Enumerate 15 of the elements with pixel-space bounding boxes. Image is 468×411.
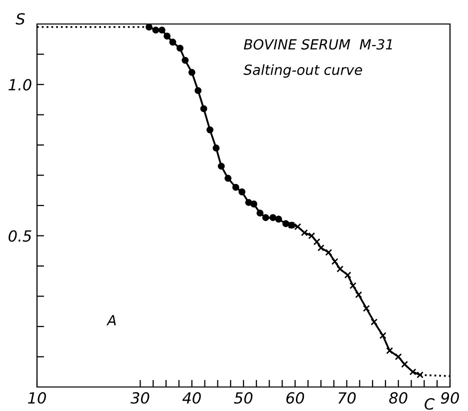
x-tick-label: 50 <box>234 392 252 404</box>
x-tick-label: 40 <box>182 392 201 404</box>
y-tick-label: 0.5 <box>8 230 32 242</box>
annotation: BOVINE SERUM M-31 <box>244 39 392 50</box>
x-axis-title: C <box>424 398 435 410</box>
x-tick-label: 10 <box>28 392 46 404</box>
y-axis-title: S <box>16 13 25 25</box>
y-tick-label: 1.0 <box>8 78 32 91</box>
x-tick-label: 30 <box>130 392 150 404</box>
x-tick-label: 70 <box>338 392 356 404</box>
x-tick-label: 60 <box>286 392 304 404</box>
annotation: Salting-out curve <box>244 64 362 78</box>
annotation: A <box>106 315 116 326</box>
x-tick-label: 80 <box>389 392 408 404</box>
x-tick-label: 90 <box>440 392 459 404</box>
